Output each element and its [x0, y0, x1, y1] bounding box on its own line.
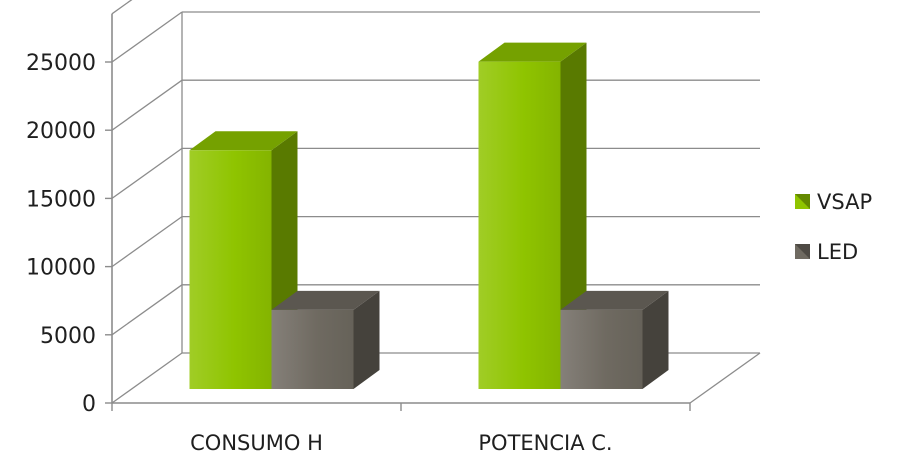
gridline-side	[111, 0, 133, 15]
y-tick-label: 15000	[26, 187, 96, 212]
bars	[189, 42, 669, 390]
axes	[105, 13, 691, 411]
y-tick-label: 10000	[26, 256, 96, 281]
y-tick-label: 25000	[26, 51, 96, 76]
x-axis-tick-labels: CONSUMO H POTENCIA C.	[190, 431, 612, 454]
y-tick-label: 20000	[26, 119, 96, 144]
bar-side-face	[353, 290, 380, 389]
legend-label: LED	[817, 240, 858, 264]
bar-side-face	[642, 290, 669, 389]
bar-top-face	[189, 131, 298, 151]
gridline-side	[111, 216, 183, 268]
x-tick-label: POTENCIA C.	[478, 431, 612, 454]
legend-swatch-shade	[795, 194, 810, 209]
gridline-side	[111, 147, 183, 199]
bar-front-face	[478, 61, 561, 389]
gridline-side	[111, 11, 183, 63]
legend: VSAP LED	[795, 190, 872, 264]
y-tick-label: 5000	[40, 324, 96, 349]
legend-swatch-shade	[795, 244, 810, 259]
legend-label: VSAP	[817, 190, 872, 214]
legend-item-led: LED	[795, 240, 858, 264]
gridline-side	[111, 352, 183, 404]
x-tick-label: CONSUMO H	[190, 431, 323, 454]
bar-led-1	[271, 290, 380, 389]
bar-top-face	[271, 290, 380, 310]
bar-front-face	[271, 309, 354, 389]
bar-led-2	[560, 290, 669, 389]
y-tick-label: 0	[82, 392, 96, 417]
bar-front-face	[560, 309, 643, 389]
bar-top-face	[560, 290, 669, 310]
bar-front-face	[189, 150, 272, 389]
gridline-side	[111, 79, 183, 131]
y-axis-tick-labels: 0 5000 10000 15000 20000 25000	[26, 51, 96, 417]
bar-top-face	[478, 42, 587, 62]
legend-item-vsap: VSAP	[795, 190, 872, 214]
gridline-side	[111, 284, 183, 336]
floor-right-edge	[689, 352, 761, 404]
